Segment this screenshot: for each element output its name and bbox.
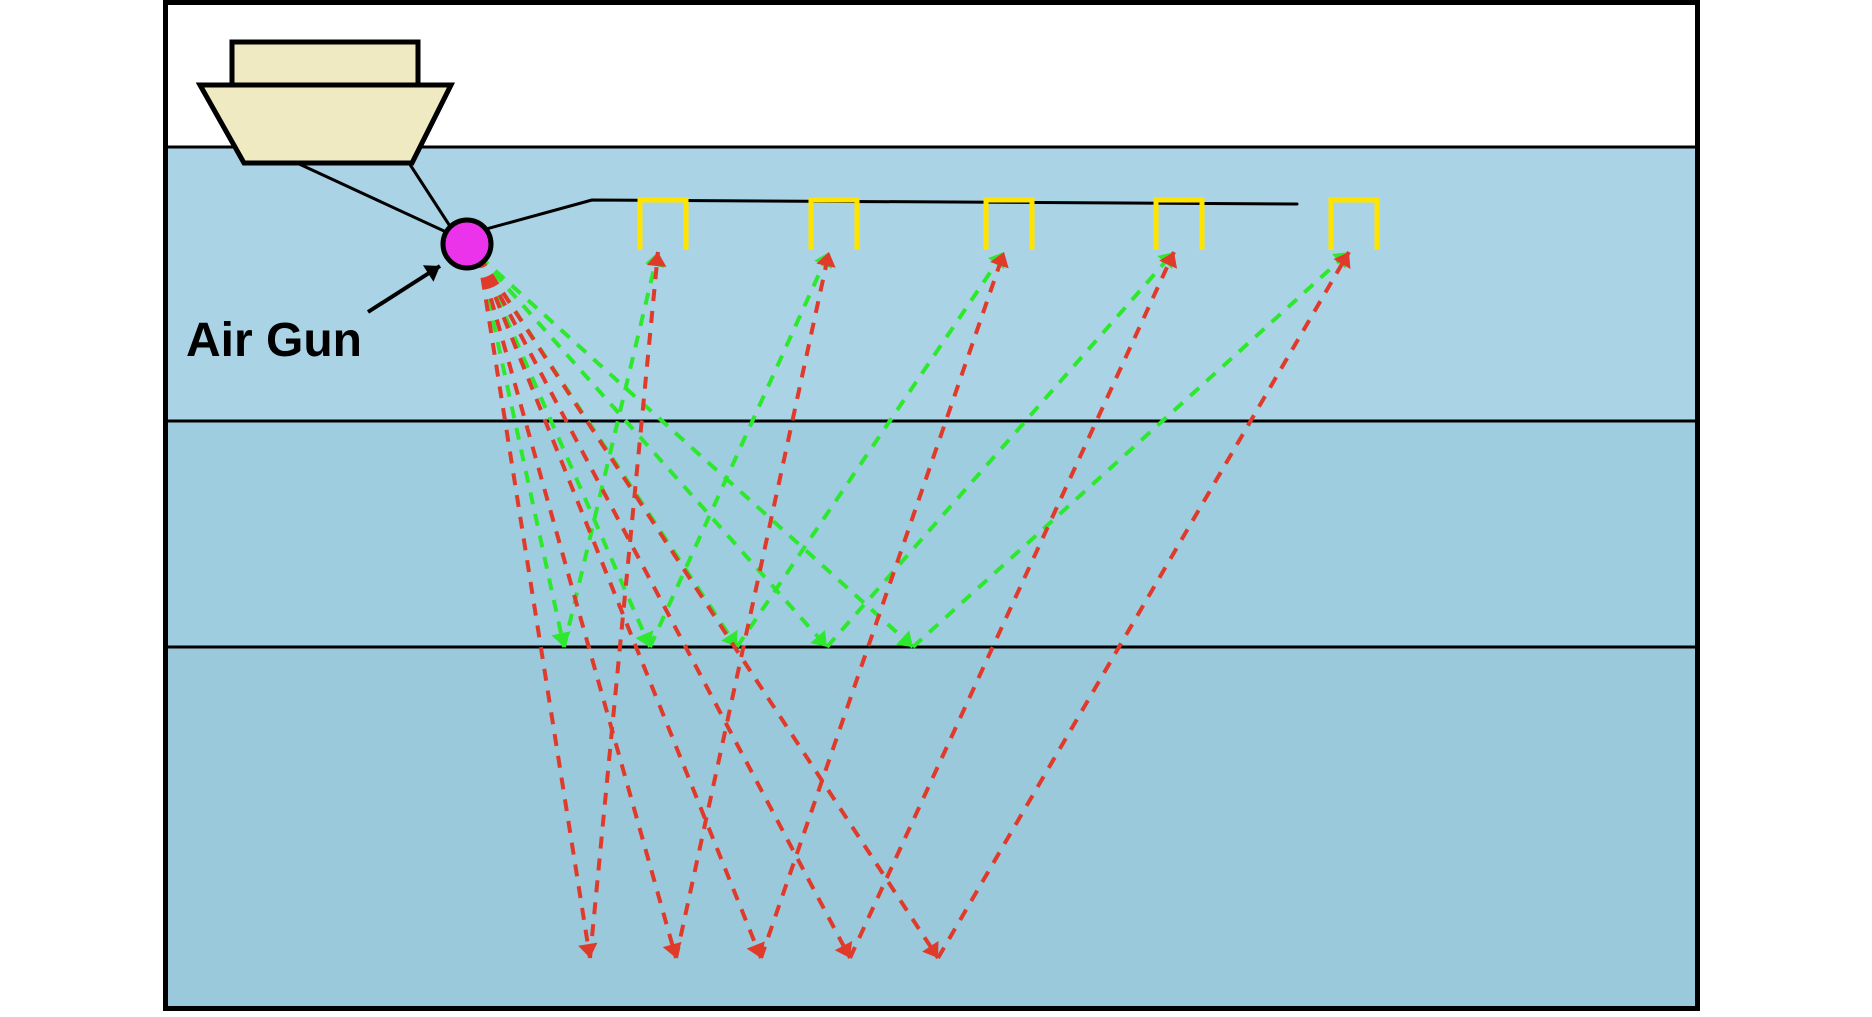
air-gun-label: Air Gun	[186, 314, 362, 367]
seismic-diagram: Air Gun	[0, 0, 1872, 1017]
survey-ship	[200, 42, 451, 163]
air-gun	[443, 220, 491, 268]
